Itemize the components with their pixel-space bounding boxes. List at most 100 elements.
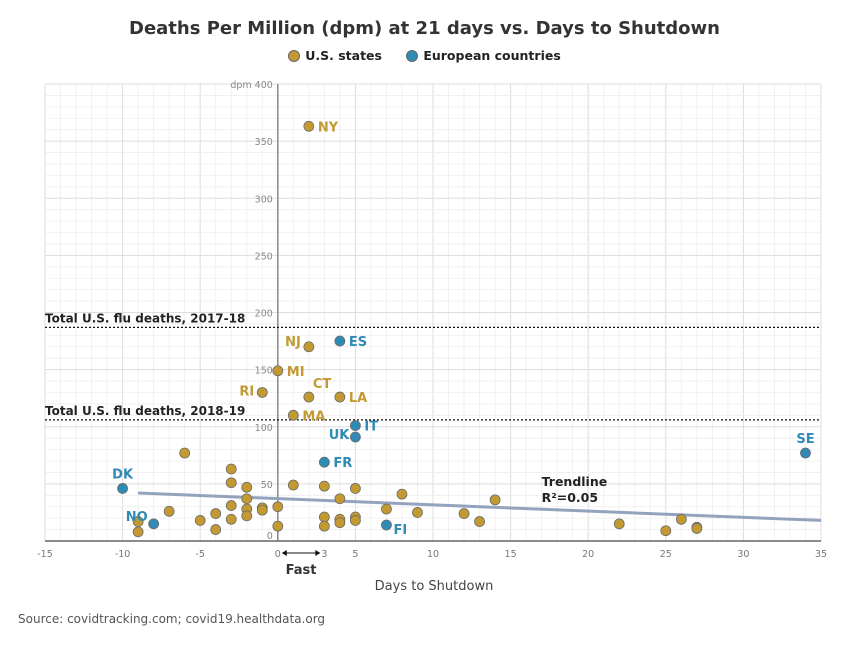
legend-europe-swatch xyxy=(406,50,419,62)
point-label: NY xyxy=(318,120,339,135)
y-tick-label: 0 xyxy=(267,531,273,542)
us-state-point xyxy=(287,479,299,491)
legend-us-label: U.S. states xyxy=(305,48,382,63)
us-state-point xyxy=(225,500,237,511)
legend-us: U.S. states xyxy=(288,48,382,63)
x-tick-label: 30 xyxy=(737,549,749,560)
europe-point xyxy=(148,518,160,530)
us-state-point xyxy=(272,365,284,377)
us-state-point xyxy=(303,391,315,403)
point-label: NO xyxy=(126,510,148,525)
us-state-point xyxy=(691,523,703,534)
europe-point xyxy=(349,420,361,432)
x-tick-label: 0 xyxy=(275,549,281,560)
y-tick-label: dpm 400 xyxy=(230,80,272,91)
us-state-point xyxy=(349,483,361,494)
point-label: DK xyxy=(112,467,134,482)
us-state-point xyxy=(613,518,625,530)
us-state-point xyxy=(210,524,222,535)
europe-point xyxy=(800,447,811,459)
us-state-point xyxy=(318,520,330,532)
us-state-point xyxy=(412,507,423,518)
us-state-point xyxy=(287,409,299,421)
point-label: FR xyxy=(333,456,352,471)
point-label: FI xyxy=(393,523,407,538)
point-label: NJ xyxy=(285,335,301,350)
x-tick-label: 15 xyxy=(505,549,517,560)
x-tick-label: 25 xyxy=(660,549,672,560)
us-state-point xyxy=(303,341,315,353)
reference-line-label: Total U.S. flu deaths, 2017-18 xyxy=(45,311,245,325)
europe-point xyxy=(349,431,361,443)
europe-point xyxy=(117,483,128,494)
point-label: MI xyxy=(287,365,305,380)
us-state-point xyxy=(241,493,253,505)
x-tick-label: 10 xyxy=(427,549,439,560)
x-tick-label: 3 xyxy=(321,549,327,560)
us-state-point xyxy=(272,520,284,532)
us-state-point xyxy=(489,494,501,506)
point-label: IT xyxy=(364,420,378,435)
us-state-point xyxy=(318,480,330,492)
x-tick-label: 5 xyxy=(352,549,358,560)
legend-europe: European countries xyxy=(406,48,561,63)
us-state-point xyxy=(241,481,253,493)
point-label: RI xyxy=(239,384,254,399)
us-state-point xyxy=(381,503,392,515)
reference-line-label: Total U.S. flu deaths, 2018-19 xyxy=(45,404,245,418)
us-state-point xyxy=(660,525,672,537)
us-state-point xyxy=(194,515,206,526)
us-state-point xyxy=(210,508,222,519)
point-label: ES xyxy=(349,335,367,350)
y-tick-label: 50 xyxy=(261,480,273,491)
point-label: UK xyxy=(329,428,351,443)
us-state-point xyxy=(132,526,144,538)
europe-point xyxy=(318,456,330,468)
legend-us-swatch xyxy=(288,50,301,62)
us-state-point xyxy=(458,508,470,519)
x-tick-label: 35 xyxy=(815,549,827,560)
y-tick-label: 100 xyxy=(255,423,273,434)
us-state-point xyxy=(396,488,408,500)
us-state-point xyxy=(256,387,268,398)
us-state-point xyxy=(241,510,253,522)
trendline-label: Trendline xyxy=(542,474,608,489)
us-state-point xyxy=(334,517,346,529)
y-tick-label: 350 xyxy=(255,137,273,148)
europe-point xyxy=(334,335,346,347)
y-tick-label: 250 xyxy=(255,251,273,262)
fast-label: Fast xyxy=(286,563,317,578)
point-label: LA xyxy=(349,391,367,406)
legend-europe-label: European countries xyxy=(423,48,561,63)
y-tick-label: 200 xyxy=(255,309,273,320)
us-state-point xyxy=(334,391,346,403)
us-state-point xyxy=(675,513,687,525)
us-state-point xyxy=(334,493,346,505)
point-label: CT xyxy=(313,377,332,392)
us-state-point xyxy=(474,516,485,527)
y-tick-label: 300 xyxy=(255,194,273,205)
x-tick-label: -15 xyxy=(37,549,53,560)
point-label: SE xyxy=(796,432,814,447)
source-note: Source: covidtracking.com; covid19.healt… xyxy=(18,612,326,626)
trendline-r2: R²=0.05 xyxy=(542,490,598,505)
x-axis-title: Days to Shutdown xyxy=(375,579,494,594)
us-state-point xyxy=(163,505,175,517)
us-state-point xyxy=(318,511,330,523)
us-state-point xyxy=(272,501,284,513)
europe-point xyxy=(381,519,392,531)
legend: U.S. states European countries xyxy=(0,48,849,63)
us-state-point xyxy=(225,463,237,475)
us-state-point xyxy=(225,477,237,489)
x-tick-label: -10 xyxy=(115,549,131,560)
y-tick-label: 150 xyxy=(255,366,273,377)
x-tick-label: 20 xyxy=(582,549,594,560)
us-state-point xyxy=(179,447,191,459)
us-state-point xyxy=(303,120,315,132)
x-tick-label: -5 xyxy=(195,549,204,560)
us-state-point xyxy=(256,504,268,516)
chart-title: Deaths Per Million (dpm) at 21 days vs. … xyxy=(129,18,720,39)
us-state-point xyxy=(349,515,361,526)
